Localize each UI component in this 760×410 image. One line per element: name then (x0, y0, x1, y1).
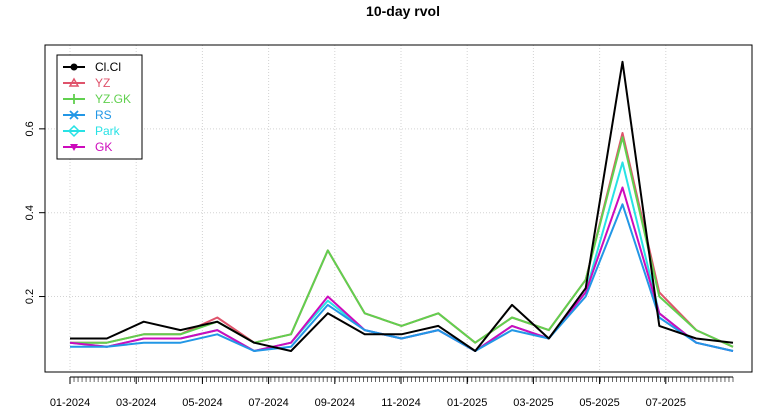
legend-item: RS (63, 108, 112, 122)
series-line-cl-cl (70, 60, 734, 352)
legend-label: Park (95, 124, 121, 138)
plot-frame (44, 44, 753, 373)
legend-marker-dot (70, 63, 78, 71)
legend-marker-plus (69, 94, 79, 104)
x-axis: 01-2024 03-2024 05-2024 07-2024 09-2024 11-20… (50, 376, 734, 409)
x-tick-label: 03-2024 (116, 397, 156, 409)
legend-item: Park (63, 124, 121, 138)
legend-item: GK (63, 140, 112, 154)
y-tick-label: 0.2 (24, 289, 36, 304)
y-axis: 0.2 0.4 0.6 (24, 121, 45, 304)
series-line-rs (70, 203, 734, 352)
x-tick-label: 07-2025 (646, 397, 686, 409)
x-tick-label: 03-2025 (513, 397, 553, 409)
legend-item: YZ.GK (63, 92, 131, 106)
x-tick-label: 07-2024 (248, 397, 288, 409)
x-tick-label: 09-2024 (315, 397, 355, 409)
legend-marker-triangle-down (70, 144, 78, 151)
legend-marker-cross (69, 110, 79, 120)
series-line-park (69, 161, 734, 352)
legend-label: Cl.Cl (95, 60, 121, 74)
legend: Cl.Cl YZ YZ.GK RS Park GK (56, 54, 143, 160)
legend-item: Cl.Cl (63, 60, 121, 74)
legend-label: GK (95, 140, 112, 154)
legend-item: YZ (63, 76, 110, 90)
series-layer (69, 60, 734, 352)
legend-box (56, 54, 143, 160)
x-tick-label: 05-2024 (182, 397, 222, 409)
legend-marker-diamond (67, 124, 81, 138)
y-tick-label: 0.4 (24, 205, 36, 220)
chart-title: 10-day rvol (366, 3, 440, 19)
x-tick-label: 01-2025 (447, 397, 487, 409)
legend-label: RS (95, 108, 112, 122)
series-line-yz-gk (70, 136, 734, 348)
x-tick-label: 11-2024 (381, 397, 421, 409)
legend-label: YZ.GK (95, 92, 131, 106)
legend-marker-triangle (68, 77, 80, 87)
y-tick-label: 0.6 (24, 121, 36, 136)
x-tick-label: 05-2025 (579, 397, 619, 409)
x-tick-label: 01-2024 (50, 397, 90, 409)
legend-label: YZ (95, 76, 110, 90)
